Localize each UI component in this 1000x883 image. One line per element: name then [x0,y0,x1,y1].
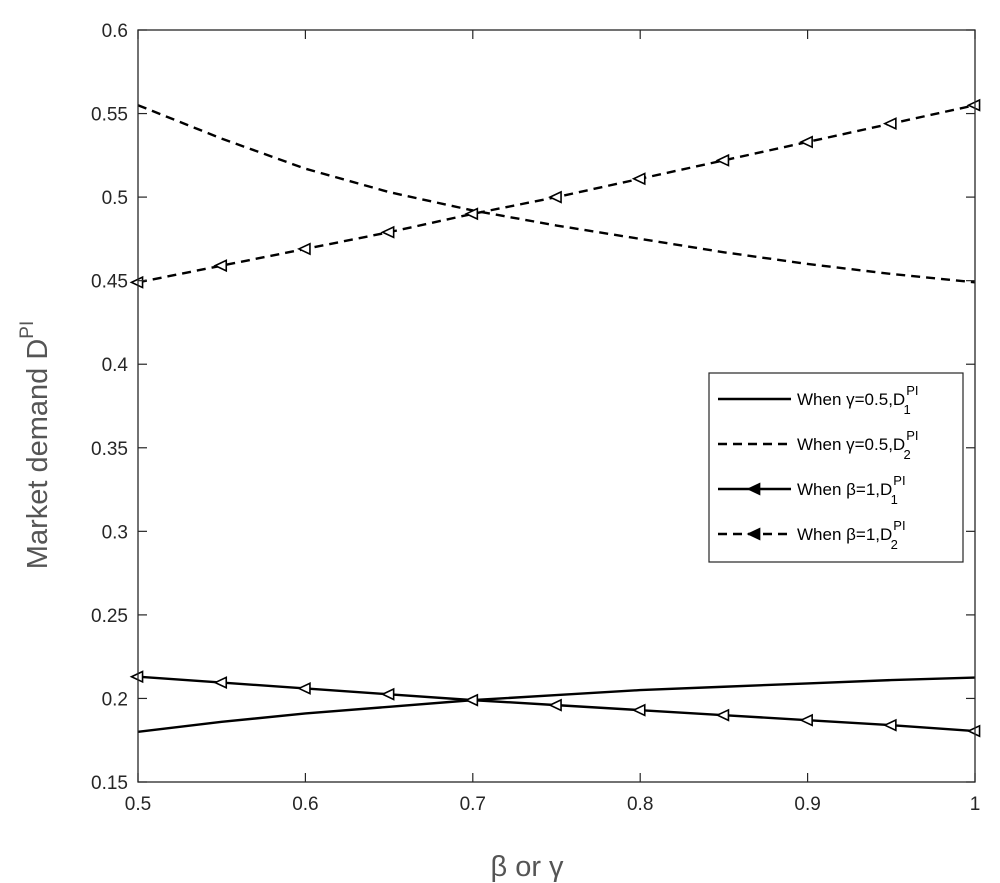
y-tick-label: 0.3 [102,522,128,543]
data-point [966,724,981,738]
data-point [129,275,144,289]
x-tick-label: 0.6 [292,794,318,815]
x-tick-label: 0.5 [125,794,151,815]
x-axis-title: β or γ [490,851,564,883]
data-point [882,117,897,131]
series-line [137,104,976,284]
data-point [631,172,646,186]
legend: When γ=0.5,DPI 1 When γ=0.5,DPI 2 When β=1,D… [708,372,964,563]
legend-item: When β=1,DPI 1 [718,473,906,507]
series-4 [129,98,981,289]
data-point [548,698,562,712]
y-tick-label: 0.15 [91,773,128,794]
axes-layer: 0.5 0.6 0.7 0.8 0.9 1 0.15 0.2 0.25 0.3 0.35 0.4 0.4… [91,21,980,815]
legend-item: When β=1,DPI 2 [718,518,906,552]
legend-label: When γ=0.5,DPI 1 [797,383,919,417]
legend-marker [746,527,761,541]
legend-item: When γ=0.5,DPI 2 [718,428,919,462]
y-tick-label: 0.6 [102,21,128,42]
series-2 [137,104,976,284]
y-axis-title-main: Market demand D [22,339,54,570]
series-layer [129,98,981,738]
data-point [297,681,311,695]
series-line [137,676,976,734]
data-point [715,708,730,722]
y-axis-title: Market demand DPI [17,321,54,569]
y-tick-label: 0.2 [102,689,128,710]
data-point [631,703,646,717]
data-point [799,135,813,149]
y-tick-label: 0.5 [102,188,128,209]
axes-frame [137,29,976,783]
y-axis-title-sup: PI [17,321,38,339]
y-tick-label: 0.25 [91,606,128,627]
data-point [799,713,813,727]
series-1 [137,676,976,734]
legend-label: When γ=0.5,DPI 2 [797,428,919,462]
x-tick-label: 0.9 [794,794,820,815]
legend-label: When β=1,DPI 2 [797,518,906,552]
legend-marker [746,482,761,496]
data-point [129,670,144,684]
series-3 [129,670,981,738]
data-point [380,687,395,701]
data-point [966,98,981,112]
data-point [882,718,897,732]
data-point [548,190,562,204]
y-tick-label: 0.45 [91,272,128,293]
data-point [715,153,730,167]
legend-label: When β=1,DPI 1 [797,473,906,507]
data-point [297,242,311,256]
x-tick-label: 1 [970,794,981,815]
y-tick-label: 0.35 [91,439,128,460]
y-tick-label: 0.4 [102,355,129,376]
legend-box [708,372,964,563]
data-point [213,676,228,690]
y-tick-label: 0.55 [91,105,128,126]
x-tick-label: 0.7 [460,794,486,815]
legend-item: When γ=0.5,DPI 1 [718,383,919,417]
data-point [213,259,228,273]
x-tick-label: 0.8 [627,794,653,815]
data-point [464,207,479,221]
data-point [464,693,479,707]
data-point [380,225,395,239]
